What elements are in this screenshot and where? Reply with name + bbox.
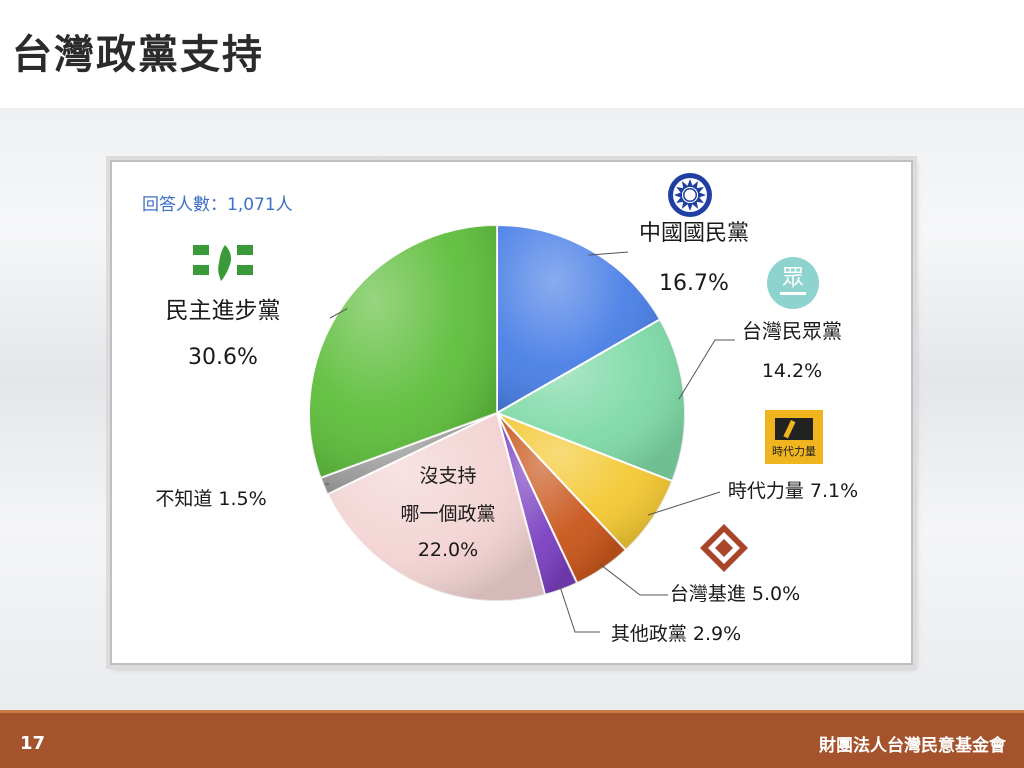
pie-slice-shading-none [327, 413, 545, 602]
npp-logo-icon: 時代力量 [765, 410, 823, 464]
slice-label-other: 其他政黨 2.9% [611, 623, 741, 645]
pie-slice-shading-tsp [497, 413, 626, 584]
kmt-ray [674, 192, 682, 198]
slice-label-none-line2: 哪一個政黨 [400, 503, 495, 525]
kmt-ray [691, 200, 698, 209]
kmt-ray [698, 192, 706, 198]
tpp-logo-icon: 眾 [767, 257, 819, 309]
kmt-ray [682, 200, 689, 209]
footer-bar: 17 財團法人台灣民意基金會 [0, 710, 1024, 768]
leader-line-other [558, 584, 600, 633]
kmt-ray [676, 196, 685, 203]
pie-slice-shading-kmt [497, 225, 661, 413]
page-title: 台灣政黨支持 [12, 32, 264, 78]
pie-slice-shading-unknown [320, 413, 497, 495]
slice-label-dpp: 民主進步黨 [166, 298, 281, 324]
slice-value-dpp: 30.6% [188, 345, 258, 370]
respondent-count: 回答人數：1,071人 [142, 195, 293, 215]
npp-logo-text: 時代力量 [772, 445, 816, 458]
pie-slice-shading-other [497, 413, 578, 595]
slice-label-tpp: 台灣民眾黨 [742, 319, 842, 343]
kmt-sun-emblem-icon [668, 173, 712, 217]
slice-label-npp: 時代力量 7.1% [728, 480, 858, 502]
leader-line-kmt [588, 251, 629, 256]
dpp-logo-icon [193, 245, 253, 281]
slice-label-kmt: 中國國民黨 [639, 221, 749, 246]
organization-name: 財團法人台灣民意基金會 [819, 736, 1006, 756]
slice-label-tsp: 台灣基進 5.0% [670, 583, 800, 605]
slice-value-none: 22.0% [418, 539, 478, 561]
page-number: 17 [20, 733, 46, 754]
slice-label-unknown: 不知道 1.5% [155, 488, 266, 510]
tsp-logo-icon [700, 524, 748, 572]
leader-line-npp [647, 491, 721, 516]
kmt-ray [695, 196, 704, 203]
slice-value-tpp: 14.2% [762, 360, 822, 382]
pie-slice-shading-dpp [309, 225, 497, 478]
pie-slice-shading-npp [497, 413, 673, 551]
pie-slice-shading-tpp [497, 319, 686, 482]
kmt-ray [691, 181, 698, 190]
kmt-ray [676, 187, 685, 194]
slice-label-none: 沒支持 [419, 465, 476, 487]
slice-value-kmt: 16.7% [659, 271, 729, 296]
kmt-ray [687, 203, 693, 211]
kmt-ray [682, 181, 689, 190]
leader-line-tsp [599, 563, 668, 596]
tpp-logo-text: 眾 [782, 266, 804, 291]
kmt-ray [687, 179, 693, 187]
leader-line-dpp [329, 308, 348, 319]
kmt-ray [695, 187, 704, 194]
leader-line-tpp [678, 339, 735, 400]
